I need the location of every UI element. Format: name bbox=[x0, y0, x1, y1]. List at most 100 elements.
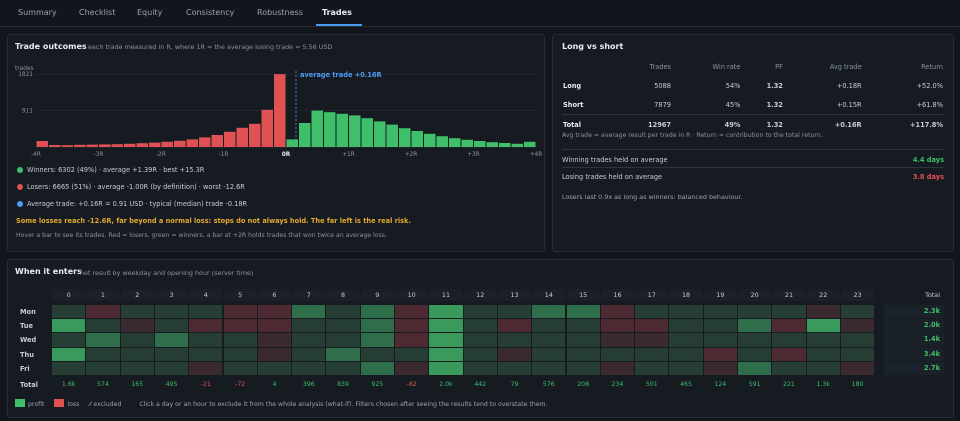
heatmap-cell[interactable] bbox=[840, 319, 875, 333]
heatmap-cell[interactable] bbox=[326, 347, 360, 361]
weekday-label[interactable]: Wed bbox=[20, 336, 37, 345]
heatmap-cell[interactable] bbox=[86, 319, 120, 333]
heatmap-cell[interactable] bbox=[463, 305, 497, 319]
heatmap-cell[interactable] bbox=[703, 305, 737, 319]
heatmap-cell[interactable] bbox=[395, 361, 429, 375]
heatmap-cell[interactable] bbox=[738, 305, 772, 319]
heatmap-cell[interactable] bbox=[86, 333, 120, 347]
heatmap-cell[interactable] bbox=[772, 347, 806, 361]
heatmap-cell[interactable] bbox=[257, 361, 292, 375]
heatmap-cell[interactable] bbox=[360, 333, 394, 347]
heatmap-cell[interactable] bbox=[738, 333, 772, 347]
heatmap-cell[interactable] bbox=[806, 347, 840, 361]
heatmap-cell[interactable] bbox=[497, 305, 532, 319]
heatmap-cell[interactable] bbox=[463, 333, 497, 347]
heatmap-cell[interactable] bbox=[806, 319, 840, 333]
heatmap-cell[interactable] bbox=[806, 333, 840, 347]
heatmap-cell[interactable] bbox=[189, 305, 223, 319]
loss-bar[interactable] bbox=[199, 137, 211, 147]
heatmap-cell[interactable] bbox=[223, 333, 257, 347]
heatmap-cell[interactable] bbox=[532, 333, 566, 347]
heatmap-cell[interactable] bbox=[86, 347, 120, 361]
heatmap-cell[interactable] bbox=[326, 333, 360, 347]
heatmap-cell[interactable] bbox=[669, 347, 703, 361]
win-bar[interactable] bbox=[436, 136, 449, 147]
heatmap-cell[interactable] bbox=[772, 333, 806, 347]
weekday-label[interactable]: Mon bbox=[20, 308, 36, 316]
heatmap-cell[interactable] bbox=[189, 319, 223, 333]
hour-header[interactable]: 14 bbox=[532, 289, 566, 301]
win-bar[interactable] bbox=[424, 133, 436, 147]
heatmap-cell[interactable] bbox=[669, 333, 703, 347]
heatmap-cell[interactable] bbox=[497, 361, 532, 375]
heatmap-cell[interactable] bbox=[395, 319, 429, 333]
win-bar[interactable] bbox=[411, 131, 424, 147]
hour-header[interactable]: 13 bbox=[497, 289, 532, 301]
heatmap-cell[interactable] bbox=[532, 319, 566, 333]
win-bar[interactable] bbox=[499, 143, 511, 147]
heatmap-cell[interactable] bbox=[772, 319, 806, 333]
heatmap-cell[interactable] bbox=[52, 305, 86, 319]
win-bar[interactable] bbox=[349, 115, 361, 147]
hour-header[interactable]: 15 bbox=[566, 289, 600, 301]
win-bar[interactable] bbox=[486, 142, 499, 147]
loss-bar[interactable] bbox=[236, 127, 249, 147]
heatmap-cell[interactable] bbox=[600, 347, 635, 361]
heatmap-cell[interactable] bbox=[463, 319, 497, 333]
heatmap-cell[interactable] bbox=[326, 361, 360, 375]
heatmap-cell[interactable] bbox=[120, 347, 154, 361]
win-bar[interactable] bbox=[299, 123, 311, 147]
heatmap-cell[interactable] bbox=[120, 361, 154, 375]
heatmap-cell[interactable] bbox=[154, 319, 189, 333]
tab-consistency[interactable]: Consistency bbox=[186, 8, 235, 17]
hour-header[interactable]: 2 bbox=[120, 289, 154, 301]
heatmap-cell[interactable] bbox=[292, 361, 326, 375]
hour-header[interactable]: 12 bbox=[463, 289, 497, 301]
heatmap-cell[interactable] bbox=[429, 319, 463, 333]
heatmap-cell[interactable] bbox=[635, 305, 669, 319]
loss-bar[interactable] bbox=[186, 139, 199, 147]
heatmap-cell[interactable] bbox=[257, 305, 292, 319]
heatmap-cell[interactable] bbox=[429, 347, 463, 361]
heatmap-cell[interactable] bbox=[292, 305, 326, 319]
heatmap-cell[interactable] bbox=[738, 347, 772, 361]
loss-bar[interactable] bbox=[249, 123, 261, 147]
heatmap-cell[interactable] bbox=[600, 305, 635, 319]
heatmap-cell[interactable] bbox=[532, 347, 566, 361]
heatmap-cell[interactable] bbox=[772, 305, 806, 319]
heatmap-cell[interactable] bbox=[360, 305, 394, 319]
hour-header[interactable]: 7 bbox=[292, 289, 326, 301]
heatmap-cell[interactable] bbox=[52, 347, 86, 361]
hour-header[interactable]: 22 bbox=[806, 289, 840, 301]
weekday-label[interactable]: Fri bbox=[20, 364, 30, 373]
hour-header[interactable]: 5 bbox=[223, 289, 257, 301]
heatmap-cell[interactable] bbox=[669, 319, 703, 333]
heatmap-cell[interactable] bbox=[52, 319, 86, 333]
heatmap-cell[interactable] bbox=[497, 319, 532, 333]
heatmap-cell[interactable] bbox=[326, 319, 360, 333]
heatmap-cell[interactable] bbox=[738, 319, 772, 333]
heatmap-cell[interactable] bbox=[86, 305, 120, 319]
heatmap-cell[interactable] bbox=[292, 347, 326, 361]
win-bar[interactable] bbox=[399, 128, 411, 147]
heatmap-cell[interactable] bbox=[154, 361, 189, 375]
loss-bar[interactable] bbox=[124, 143, 136, 147]
hour-header[interactable]: 23 bbox=[840, 289, 875, 301]
heatmap-cell[interactable] bbox=[703, 361, 737, 375]
heatmap-cell[interactable] bbox=[566, 361, 600, 375]
win-bar[interactable] bbox=[461, 139, 474, 147]
heatmap-cell[interactable] bbox=[395, 333, 429, 347]
loss-bar[interactable] bbox=[149, 142, 161, 147]
heatmap-cell[interactable] bbox=[703, 333, 737, 347]
heatmap-cell[interactable] bbox=[738, 361, 772, 375]
hour-header[interactable]: 19 bbox=[703, 289, 737, 301]
heatmap-cell[interactable] bbox=[257, 347, 292, 361]
loss-bar[interactable] bbox=[61, 145, 74, 147]
heatmap-cell[interactable] bbox=[360, 361, 394, 375]
hour-header[interactable]: 8 bbox=[326, 289, 360, 301]
heatmap-cell[interactable] bbox=[806, 361, 840, 375]
heatmap-cell[interactable] bbox=[532, 361, 566, 375]
heatmap-cell[interactable] bbox=[566, 319, 600, 333]
loss-bar[interactable] bbox=[86, 144, 99, 147]
hour-header[interactable]: 0 bbox=[52, 289, 86, 301]
